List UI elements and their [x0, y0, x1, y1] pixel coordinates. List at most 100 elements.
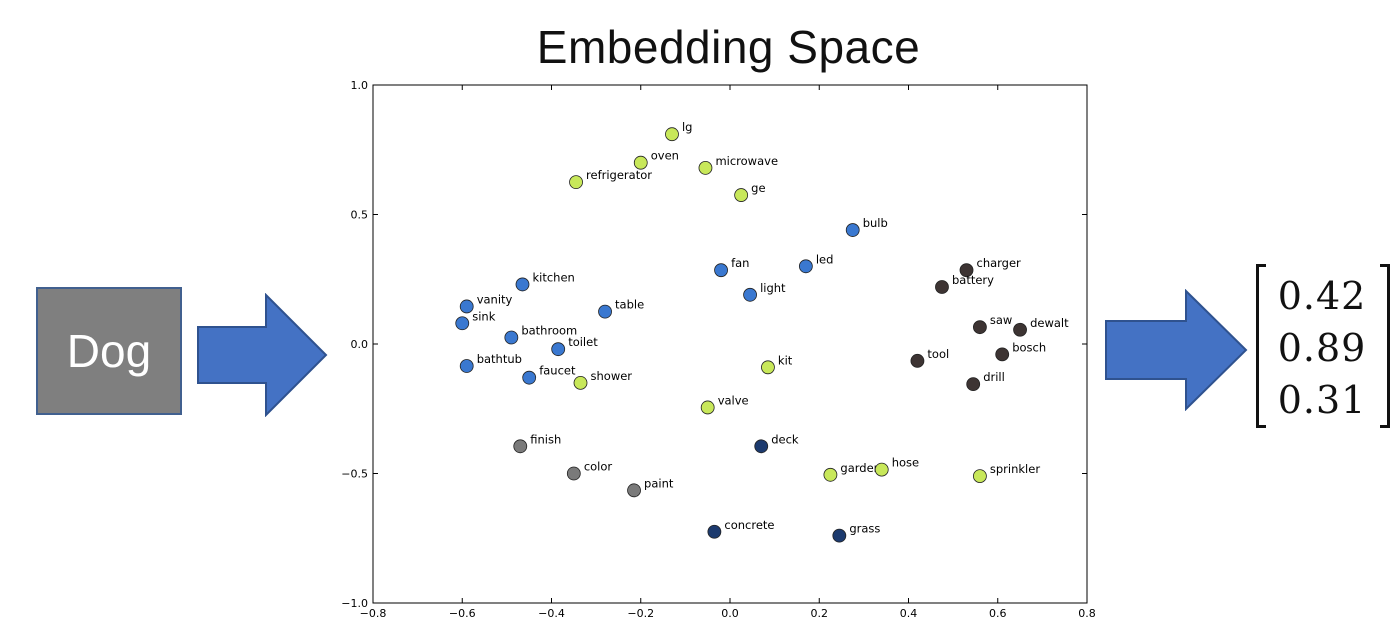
data-point [707, 524, 722, 539]
x-tick-label: −0.2 [627, 607, 654, 620]
data-point [734, 188, 749, 202]
point-label: finish [530, 432, 561, 446]
data-point [459, 359, 474, 373]
point-label: battery [952, 273, 994, 287]
x-tick-label: −0.8 [360, 607, 387, 620]
data-point [633, 155, 648, 170]
plot-frame [372, 84, 1088, 604]
data-point [798, 259, 813, 274]
point-label: fan [731, 256, 749, 270]
data-point [573, 375, 588, 390]
right-arrow-icon [1105, 289, 1248, 411]
point-label: kit [778, 353, 793, 367]
data-point [598, 304, 612, 319]
data-point [832, 528, 847, 543]
x-tick-label: −0.6 [449, 607, 476, 620]
point-label: deck [771, 432, 799, 446]
point-label: garden [840, 461, 881, 475]
data-point [845, 223, 860, 237]
point-label: drill [983, 370, 1005, 384]
data-point [973, 320, 987, 335]
data-point [515, 277, 530, 292]
x-tick-label: 0.8 [1078, 607, 1096, 620]
y-tick-label: 0.0 [351, 338, 369, 351]
y-tick-label: −1.0 [341, 597, 368, 610]
y-tick-label: 0.5 [351, 209, 369, 222]
point-label: paint [644, 476, 674, 490]
point-label: bosch [1012, 340, 1046, 354]
y-tick-label: 1.0 [351, 79, 369, 92]
data-point [566, 466, 581, 481]
point-label: bathroom [521, 324, 577, 338]
data-point [966, 377, 981, 392]
point-label: dewalt [1030, 316, 1069, 330]
data-point [743, 287, 757, 302]
point-label: faucet [539, 364, 576, 378]
data-point [455, 316, 470, 331]
point-label: led [816, 252, 834, 266]
point-label: sprinkler [990, 462, 1040, 476]
input-word-box: Dog [36, 287, 182, 415]
input-word-label: Dog [66, 325, 152, 377]
point-label: bulb [863, 216, 888, 230]
point-label: toilet [568, 335, 598, 349]
point-label: tool [927, 347, 949, 361]
point-label: refrigerator [586, 168, 652, 182]
x-axis-ticks: −0.8 −0.6 −0.4 −0.2 0.0 0.2 0.4 0.6 0.8 [360, 85, 1096, 620]
vector-value: 0.89 [1277, 326, 1367, 370]
data-point [513, 439, 528, 454]
vector-value: 0.42 [1277, 274, 1367, 318]
data-point [823, 467, 838, 482]
data-point [627, 483, 641, 498]
point-label: sink [472, 309, 495, 323]
point-label: charger [977, 256, 1022, 270]
data-point [995, 347, 1010, 362]
point-label: oven [651, 149, 679, 163]
data-point [665, 127, 679, 142]
data-point [874, 462, 889, 477]
x-tick-label: 0.6 [989, 607, 1007, 620]
scatter-points: lg oven microwave refrigerator ge bulb fan led l… [455, 120, 1069, 543]
data-point [569, 175, 583, 190]
x-tick-label: −0.4 [538, 607, 565, 620]
y-tick-label: −0.5 [341, 468, 368, 481]
x-tick-label: 0.0 [721, 607, 739, 620]
data-point [504, 330, 519, 345]
data-point [551, 342, 566, 357]
embedding-scatter-plot: −0.8 −0.6 −0.4 −0.2 0.0 0.2 0.4 0.6 0.8 1.0 0.5 0.… [341, 79, 1096, 620]
right-arrow-icon [197, 293, 328, 417]
vector-value: 0.31 [1277, 378, 1367, 422]
point-label: shower [591, 369, 633, 383]
x-tick-label: 0.2 [811, 607, 829, 620]
left-bracket [1256, 264, 1266, 428]
data-point [522, 370, 537, 385]
point-label: concrete [724, 518, 774, 532]
data-point [459, 299, 474, 314]
point-label: lg [682, 120, 693, 134]
point-label: bathtub [477, 352, 522, 366]
point-label: hose [892, 456, 919, 470]
point-label: valve [718, 393, 749, 407]
y-axis-ticks: 1.0 0.5 0.0 −0.5 −1.0 [341, 79, 1087, 610]
point-label: kitchen [532, 270, 574, 284]
data-point [1013, 322, 1027, 337]
embedding-vector: 0.42 0.89 0.31 [1252, 262, 1394, 432]
data-point [761, 360, 775, 375]
point-label: microwave [715, 154, 778, 168]
point-label: light [760, 281, 786, 295]
point-label: grass [849, 522, 880, 536]
data-point [910, 353, 925, 368]
data-point [698, 160, 713, 175]
x-tick-label: 0.4 [900, 607, 918, 620]
point-label: saw [990, 313, 1012, 327]
point-label: vanity [477, 292, 513, 306]
right-bracket [1380, 264, 1390, 428]
data-point [754, 439, 769, 454]
data-point [714, 263, 728, 278]
point-label: ge [751, 181, 765, 195]
page-title: Embedding Space [536, 21, 921, 73]
point-label: color [584, 460, 613, 474]
data-point [959, 263, 974, 278]
data-point [935, 280, 949, 294]
data-point [700, 400, 715, 415]
